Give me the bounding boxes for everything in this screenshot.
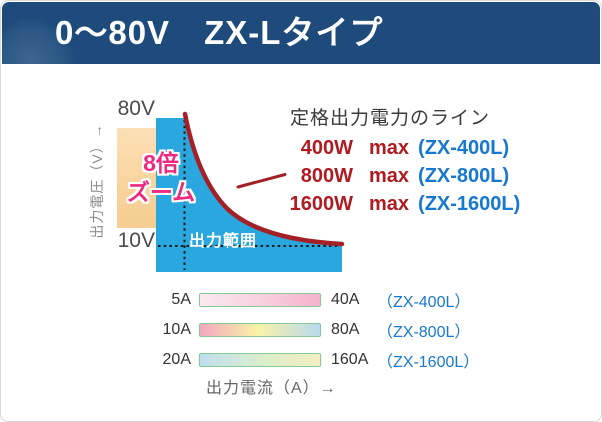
output-area-shape (156, 118, 342, 272)
legend-pointer-line (236, 173, 287, 189)
current-model-name: （ZX-800L） (377, 324, 471, 341)
current-range-bar (199, 353, 321, 367)
legend-row-800w: 800W max (ZX-800L) (281, 165, 520, 193)
x-axis-label: 出力電流（A）→ (206, 380, 337, 397)
current-max-label: 80A (331, 321, 360, 338)
zoom-range-highlight (117, 128, 156, 228)
output-range-chart (156, 111, 345, 272)
current-range-row-zx800l: 10A 80A （ZX-800L） (121, 321, 471, 341)
legend-model-name: (ZX-800L) (418, 165, 510, 187)
legend-max-label: max (369, 137, 410, 159)
y-tick-10v: 10V (117, 229, 155, 252)
current-model-name: （ZX-400L） (377, 294, 471, 311)
current-min-label: 5A (171, 291, 191, 308)
zoom-8x-label: 8倍 ズーム (117, 149, 205, 207)
legend-model-name: (ZX-400L) (418, 137, 510, 159)
legend-power-value: 400W (300, 137, 353, 159)
current-range-row-zx1600l: 20A 160A （ZX-1600L） (121, 351, 480, 371)
header-bar: 0〜80V ZX-Lタイプ (2, 2, 600, 64)
current-max-label: 160A (331, 351, 369, 368)
output-region-label: 出力範囲 (189, 233, 258, 250)
legend-row-400w: 400W max (ZX-400L) (281, 137, 520, 165)
current-max-label: 40A (331, 291, 360, 308)
current-range-bar (199, 293, 321, 307)
legend-power-value: 1600W (289, 193, 353, 215)
legend-row-1600w: 1600W max (ZX-1600L) (281, 193, 521, 221)
current-range-row-zx400l: 5A 40A （ZX-400L） (121, 291, 470, 311)
current-model-name: （ZX-1600L） (377, 354, 480, 371)
rated-power-curve (182, 111, 345, 247)
current-range-bar (199, 323, 321, 337)
legend: 400W max (ZX-400L) 800W max (ZX-800L) 16… (281, 137, 521, 221)
legend-model-name: (ZX-1600L) (418, 193, 521, 215)
legend-title: 定格出力電力のライン (290, 108, 491, 129)
current-min-label: 10A (162, 321, 191, 338)
zoom-8x-label-line2: ズーム (126, 179, 196, 205)
page-title: 0〜80V ZX-Lタイプ (55, 14, 384, 51)
y-axis-label: 出力電圧（V）→ (89, 123, 105, 239)
legend-power-value: 800W (300, 165, 353, 187)
zoom-8x-label-line1: 8倍 (143, 150, 179, 176)
legend-max-label: max (369, 165, 410, 187)
y-tick-80v: 80V (117, 97, 155, 120)
current-min-label: 20A (162, 351, 191, 368)
legend-max-label: max (369, 193, 410, 215)
